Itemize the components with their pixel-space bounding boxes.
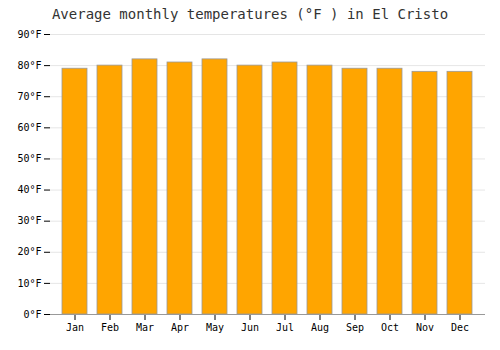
svg-text:Oct: Oct <box>381 322 399 333</box>
svg-text:Mar: Mar <box>136 322 154 333</box>
svg-text:Aug: Aug <box>311 322 329 333</box>
svg-text:60°F: 60°F <box>17 122 41 133</box>
svg-text:10°F: 10°F <box>17 278 41 289</box>
svg-text:Jun: Jun <box>241 322 259 333</box>
svg-text:40°F: 40°F <box>17 184 41 195</box>
svg-text:50°F: 50°F <box>17 153 41 164</box>
svg-text:Jul: Jul <box>276 322 294 333</box>
svg-text:May: May <box>206 322 224 333</box>
svg-text:20°F: 20°F <box>17 246 41 257</box>
svg-text:90°F: 90°F <box>17 29 41 40</box>
svg-text:0°F: 0°F <box>23 309 41 320</box>
svg-text:Sep: Sep <box>346 322 364 333</box>
svg-text:70°F: 70°F <box>17 91 41 102</box>
svg-text:30°F: 30°F <box>17 215 41 226</box>
svg-text:Feb: Feb <box>101 322 119 333</box>
svg-text:Nov: Nov <box>416 322 434 333</box>
html-text:Average monthly temperatures (: Average monthly temperatures (°F ) in El… <box>51 6 449 22</box>
svg-text:80°F: 80°F <box>17 60 41 71</box>
svg-text:Apr: Apr <box>171 322 189 333</box>
svg-text:Jan: Jan <box>66 322 84 333</box>
svg-text:Dec: Dec <box>451 322 469 333</box>
